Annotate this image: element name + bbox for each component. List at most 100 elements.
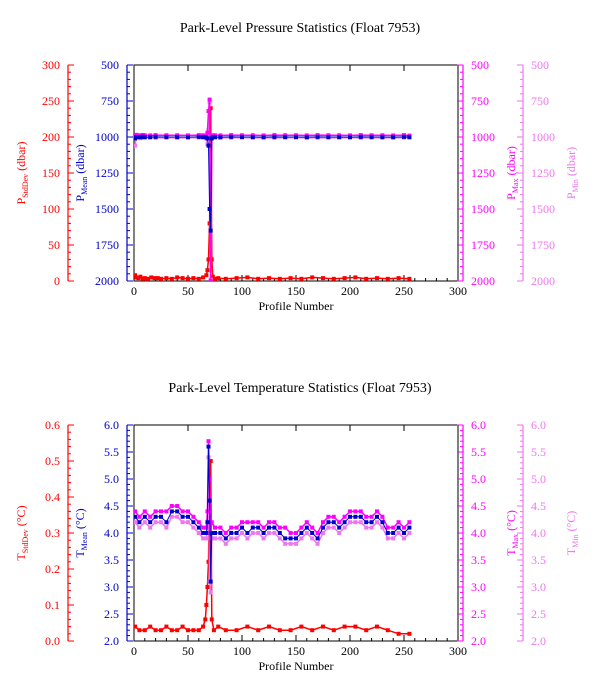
max-point	[277, 525, 282, 530]
max-y-tick-label: 750	[471, 94, 489, 108]
max-point	[369, 514, 374, 519]
stddev-point	[164, 624, 169, 629]
x-tick-label: 250	[395, 284, 413, 298]
min-point	[261, 536, 266, 541]
max-point	[380, 514, 385, 519]
x-tick-label: 300	[449, 284, 467, 298]
stddev-point	[375, 276, 379, 281]
min-y-tick-label: 1000	[531, 130, 555, 144]
max-point	[148, 514, 153, 519]
min-y-tick-label: 2.0	[531, 634, 546, 648]
min-point	[201, 536, 206, 541]
min-point	[206, 127, 211, 132]
mean-y-tick-label: 3.0	[104, 580, 119, 594]
max-point	[358, 509, 363, 514]
mean-point	[267, 525, 271, 530]
max-point	[402, 525, 406, 530]
max-point	[229, 525, 234, 530]
mean-y-axis-label: TMean (°C)	[73, 508, 89, 557]
stddev-point	[159, 628, 163, 633]
min-point	[369, 525, 374, 530]
mean-point	[310, 531, 315, 535]
min-y-tick-label: 5.0	[531, 472, 546, 486]
x-axis-label: Profile Number	[259, 659, 334, 673]
mean-point	[277, 531, 282, 535]
stddev-y-tick-label: 0.5	[45, 454, 60, 468]
stddev-point	[385, 628, 390, 633]
mean-point	[148, 135, 153, 140]
min-point	[256, 531, 261, 535]
stddev-point	[180, 276, 185, 281]
mean-point	[210, 135, 215, 139]
pressure-statistics-panel: Park-Level Pressure Statistics (Float 79…	[14, 21, 580, 313]
mean-series	[134, 444, 412, 584]
max-point	[206, 109, 211, 114]
stddev-point	[223, 628, 228, 633]
max-y-tick-label: 1500	[471, 202, 495, 216]
stddev-point	[169, 276, 174, 281]
stddev-point	[223, 276, 228, 281]
max-point	[205, 130, 210, 135]
min-y-tick-label: 4.5	[531, 499, 546, 513]
stddev-series	[134, 106, 412, 281]
mean-point	[331, 520, 336, 525]
mean-point	[294, 536, 298, 541]
mean-point	[358, 134, 363, 139]
mean-point	[153, 134, 158, 139]
stddev-point	[288, 276, 293, 281]
min-point	[142, 520, 147, 525]
max-point	[337, 520, 342, 525]
max-point	[206, 439, 211, 444]
stddev-point	[169, 628, 174, 633]
mean-point	[358, 514, 363, 519]
stddev-point	[134, 273, 138, 278]
stddev-point	[206, 257, 211, 262]
stddev-point	[204, 273, 209, 278]
max-point	[250, 520, 255, 525]
min-point	[204, 536, 209, 541]
stddev-point	[205, 585, 210, 589]
x-tick-label: 300	[449, 644, 467, 658]
mean-point	[240, 525, 244, 530]
mean-point	[342, 520, 347, 525]
mean-point	[391, 135, 396, 140]
stddev-point	[364, 276, 369, 281]
mean-point	[223, 536, 228, 541]
mean-point	[294, 135, 298, 139]
max-point	[245, 520, 250, 525]
min-point	[180, 520, 185, 525]
mean-y-tick-label: 5.5	[104, 445, 119, 459]
mean-point	[142, 514, 147, 519]
mean-point	[272, 134, 277, 139]
mean-y-tick-label: 1500	[95, 202, 119, 216]
mean-point	[180, 514, 185, 519]
max-point	[267, 520, 271, 525]
stddev-point	[153, 628, 158, 633]
stddev-point	[134, 624, 138, 629]
mean-point	[148, 520, 153, 525]
x-tick-label: 200	[341, 644, 359, 658]
min-y-tick-label: 5.5	[531, 445, 546, 459]
mean-point	[283, 536, 288, 541]
stddev-point	[385, 276, 390, 281]
max-y-tick-label: 4.0	[471, 526, 486, 540]
stddev-point	[396, 276, 401, 281]
max-point	[180, 509, 185, 514]
x-tick-label: 150	[287, 284, 305, 298]
max-point	[134, 509, 138, 514]
mean-point	[364, 520, 369, 525]
mean-point	[272, 525, 277, 530]
mean-y-tick-label: 5.0	[104, 472, 119, 486]
stddev-point	[136, 276, 141, 281]
max-y-axis-label: PMax (dbar)	[504, 146, 520, 200]
max-y-tick-label: 5.0	[471, 472, 486, 486]
min-y-tick-label: 1250	[531, 166, 555, 180]
mean-point	[218, 531, 223, 535]
max-series	[134, 439, 412, 535]
min-point	[407, 531, 412, 535]
max-line	[134, 441, 410, 535]
stddev-point	[208, 106, 213, 111]
max-point	[391, 525, 396, 530]
stddev-point	[288, 628, 293, 633]
stddev-point	[364, 628, 369, 633]
